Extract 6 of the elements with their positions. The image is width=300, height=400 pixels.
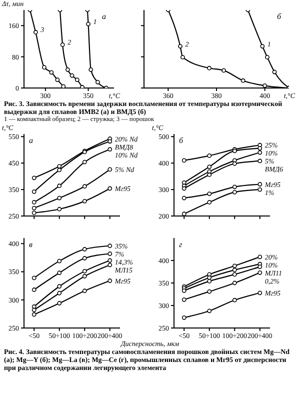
chart-title: б — [276, 12, 281, 21]
chart-title: а — [29, 136, 33, 145]
chart-title: а — [102, 12, 106, 21]
chart-title: б — [179, 136, 184, 145]
chart-title: в — [29, 240, 32, 249]
chart-title: г — [179, 240, 182, 249]
